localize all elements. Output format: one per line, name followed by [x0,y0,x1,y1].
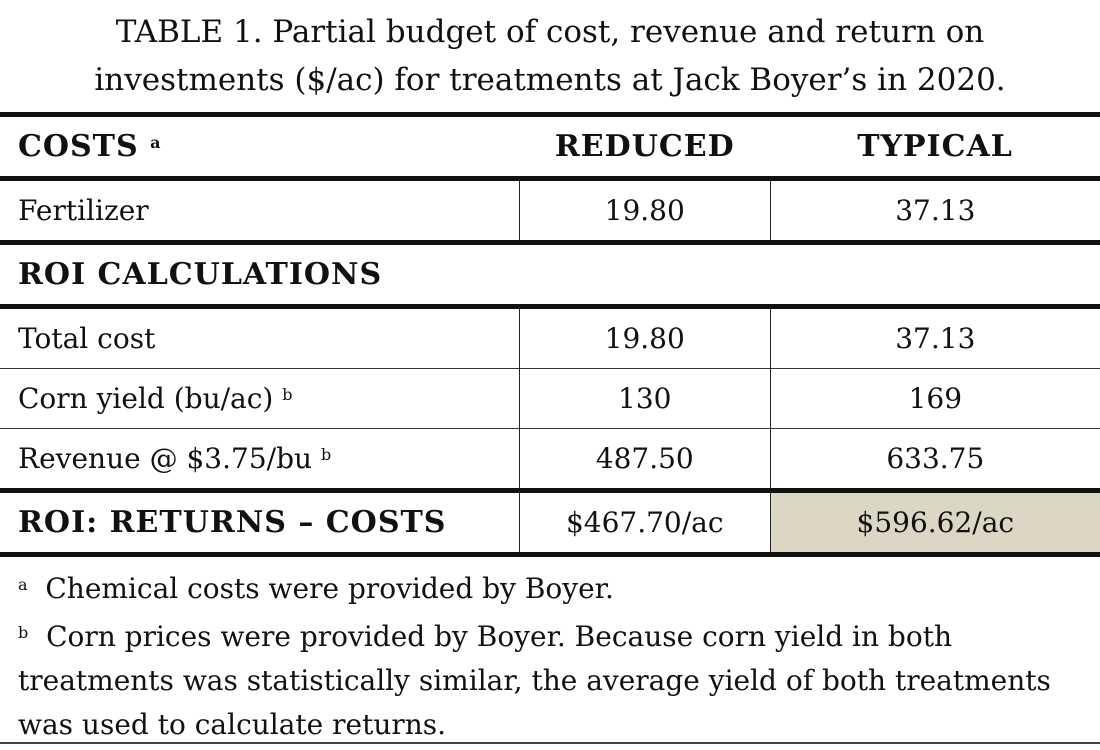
reduced-value: 487.50 [518,428,771,491]
title-line-1: TABLE 1. Partial budget of cost, revenue… [115,14,985,50]
typical-value: 37.13 [769,176,1100,243]
table-row: Fertilizer 19.80 37.13 [0,176,1100,243]
row-label: Total cost [0,304,520,369]
footnote-a: a Chemical costs were provided by Boyer. [18,572,614,605]
roi-row: ROI: RETURNS – COSTS $467.70/ac $596.62/… [0,488,1100,557]
reduced-value: 19.80 [518,304,771,369]
table-row: Revenue @ $3.75/bu b 487.50 633.75 [0,428,1100,491]
bottom-rule [0,742,1100,744]
title-line-2: investments ($/ac) for treatments at Jac… [94,62,1006,98]
roi-reduced: $467.70/ac [518,488,771,557]
reduced-value: 19.80 [518,176,771,243]
section-row: ROI CALCULATIONS [0,240,1100,307]
header-costs: COSTS a [0,112,520,179]
header-typical: TYPICAL [770,112,1100,179]
row-label: Corn yield (bu/ac) b [0,368,520,429]
row-label: Revenue @ $3.75/bu b [0,428,520,491]
header-reduced: REDUCED [519,112,771,179]
table-row: Corn yield (bu/ac) b 130 169 [0,368,1100,429]
row-label: Fertilizer [0,176,520,243]
header-row: COSTS a REDUCED TYPICAL [0,112,1100,179]
typical-value: 169 [769,368,1100,429]
footnote-b: b Corn prices were provided by Boyer. Be… [18,620,1051,741]
table-row: Total cost 19.80 37.13 [0,304,1100,369]
footnotes: a Chemical costs were provided by Boyer.… [18,563,1088,747]
table-title: TABLE 1. Partial budget of cost, revenue… [0,8,1100,104]
roi-typical: $596.62/ac [769,488,1100,557]
reduced-value: 130 [518,368,771,429]
roi-label: ROI: RETURNS – COSTS [0,488,520,557]
typical-value: 633.75 [769,428,1100,491]
section-heading: ROI CALCULATIONS [0,240,1100,307]
typical-value: 37.13 [769,304,1100,369]
budget-table: COSTS a REDUCED TYPICAL Fertilizer 19.80… [0,112,1100,557]
